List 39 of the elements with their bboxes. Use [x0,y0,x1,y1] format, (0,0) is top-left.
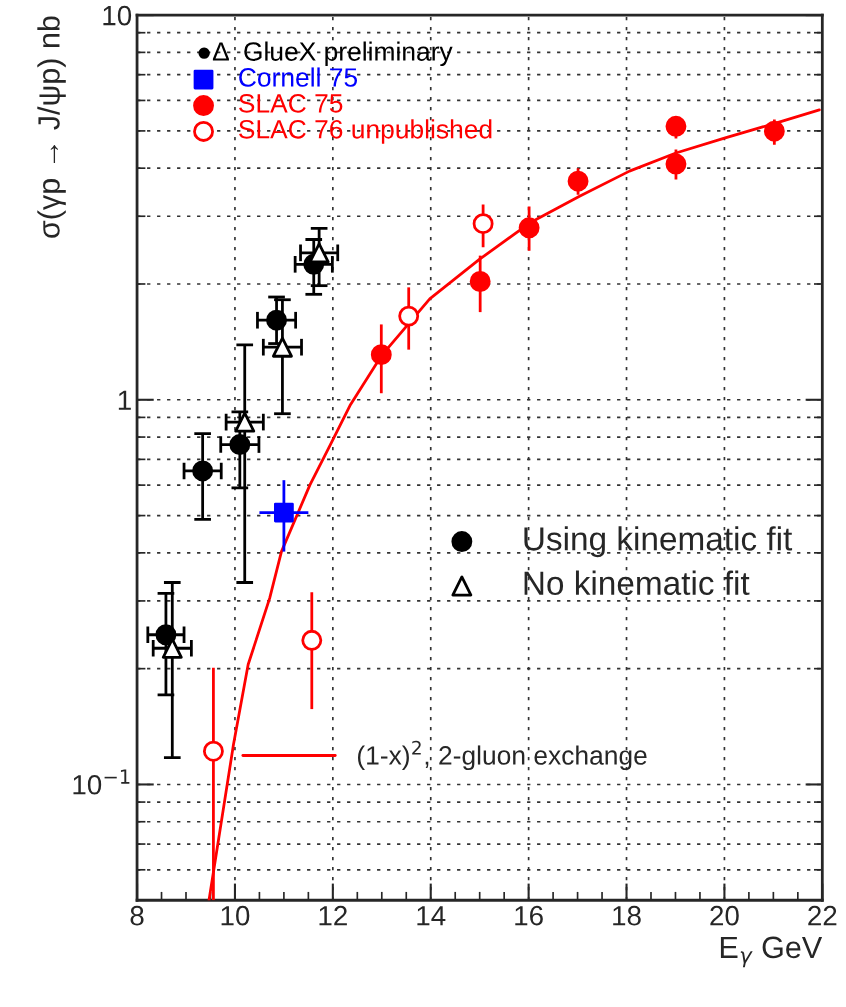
point [301,629,323,651]
legend-label: SLAC 76 unpublished [239,119,492,144]
point [161,637,183,659]
x-tick-label: 18 [613,905,641,926]
point [567,170,589,192]
legend-label: Cornell 75 [239,67,358,87]
x-tick-label: 14 [417,906,446,926]
point [155,624,177,646]
legend-label: No kinematic fit [524,570,750,596]
x-tick-label: 20 [710,905,739,926]
point [665,115,687,137]
point [234,411,256,433]
point [271,336,293,358]
point [266,309,287,331]
point [472,213,494,235]
point [763,120,785,142]
x-tick-label: 10 [221,905,250,926]
x-tick-label: 16 [515,905,543,926]
y-axis-title: σ(γp → J/ψp) nb [37,16,66,238]
annotation: ●Δ GlueX preliminary [198,41,453,67]
legend-label: Using kinematic fit [524,526,793,558]
x-tick-label: 8 [130,905,144,926]
legend-label: SLAC 75 [239,94,343,113]
legend-label: (1-x)$^{2}$, 2-gluon exchange [357,740,647,771]
x-tick-label: 22 [808,905,837,926]
point [202,740,224,762]
y-tick-label: 1 [118,390,131,410]
point [469,271,491,292]
point [274,502,294,523]
y-tick-label: 10 [103,5,132,26]
point [192,460,214,482]
x-axis-title: E$_{γ}$ GeV [720,936,823,968]
point [398,305,420,327]
x-tick-label: 12 [319,905,347,926]
point [665,153,687,175]
point [229,434,251,455]
y-tick-label: 10$^{−1}$ [73,769,130,795]
point [518,217,540,239]
point [370,344,392,366]
